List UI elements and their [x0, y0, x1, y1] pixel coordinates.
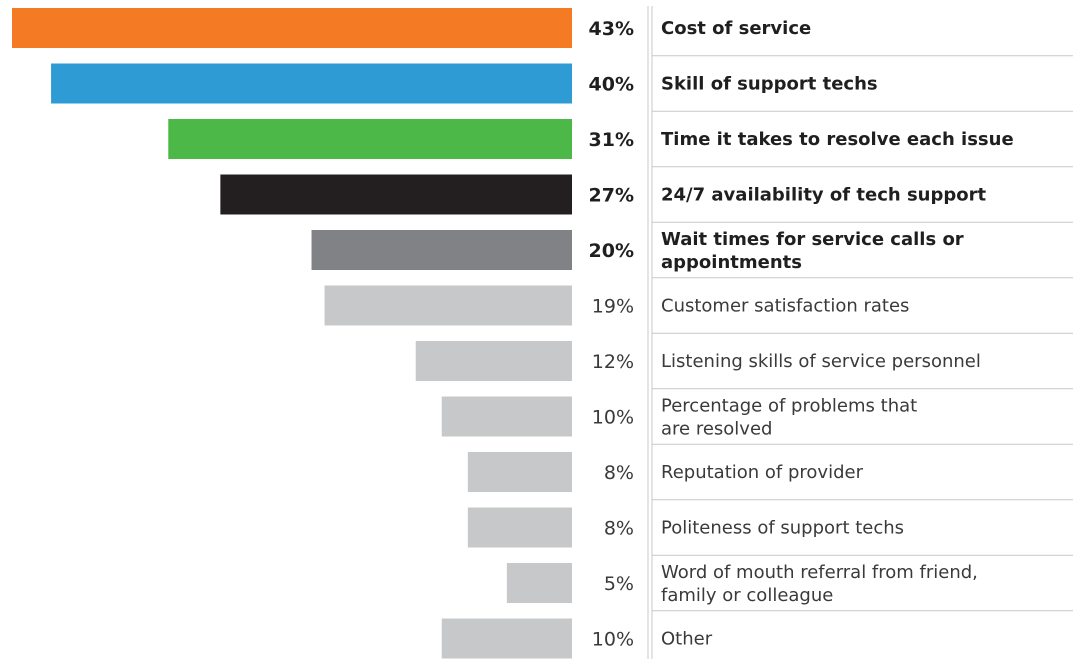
category-label-line: Percentage of problems that [661, 396, 917, 417]
category-label-5: Wait times for service calls or appointme… [661, 229, 964, 273]
category-label-3: Time it takes to resolve each issue [661, 129, 1014, 150]
category-label-line: family or colleague [661, 585, 833, 606]
value-label-9: 8% [604, 462, 634, 484]
value-label-7: 12% [592, 351, 634, 373]
category-label-9: Reputation of provider [661, 462, 864, 483]
value-label-8: 10% [592, 407, 634, 429]
value-label-5: 20% [589, 240, 634, 262]
value-label-12: 10% [592, 629, 634, 651]
bar-4 [220, 174, 573, 215]
bar-2 [51, 63, 573, 104]
bar-11 [506, 563, 572, 603]
category-label-10: Politeness of support techs [661, 518, 904, 539]
bar-5 [311, 230, 572, 270]
category-label-8: Percentage of problems that are resolved [661, 396, 917, 440]
value-label-10: 8% [604, 518, 634, 540]
category-label-2: Skill of support techs [661, 74, 878, 95]
bar-9 [467, 452, 572, 492]
bar-10 [467, 507, 572, 548]
value-label-4: 27% [589, 185, 634, 207]
value-label-1: 43% [589, 18, 634, 40]
category-label-line: appointments [661, 252, 802, 273]
bar-1 [12, 8, 572, 48]
value-label-11: 5% [604, 573, 634, 595]
value-label-2: 40% [589, 74, 634, 96]
bar-8 [441, 396, 572, 437]
category-label-11: Word of mouth referral from friend, famil… [661, 562, 978, 606]
category-label-6: Customer satisfaction rates [661, 296, 909, 317]
category-label-line: are resolved [661, 419, 772, 440]
value-label-6: 19% [592, 296, 634, 318]
category-label-line: Word of mouth referral from friend, [661, 562, 978, 583]
bar-6 [324, 285, 572, 326]
bar-7 [415, 341, 572, 381]
category-label-line: Wait times for service calls or [661, 229, 964, 250]
category-label-4: 24/7 availability of tech support [661, 185, 986, 206]
category-label-12: Other [661, 629, 713, 650]
value-label-3: 31% [589, 129, 634, 151]
category-label-7: Listening skills of service personnel [661, 351, 981, 372]
category-label-1: Cost of service [661, 18, 811, 39]
bar-12 [441, 618, 572, 659]
bar-3 [168, 119, 573, 159]
